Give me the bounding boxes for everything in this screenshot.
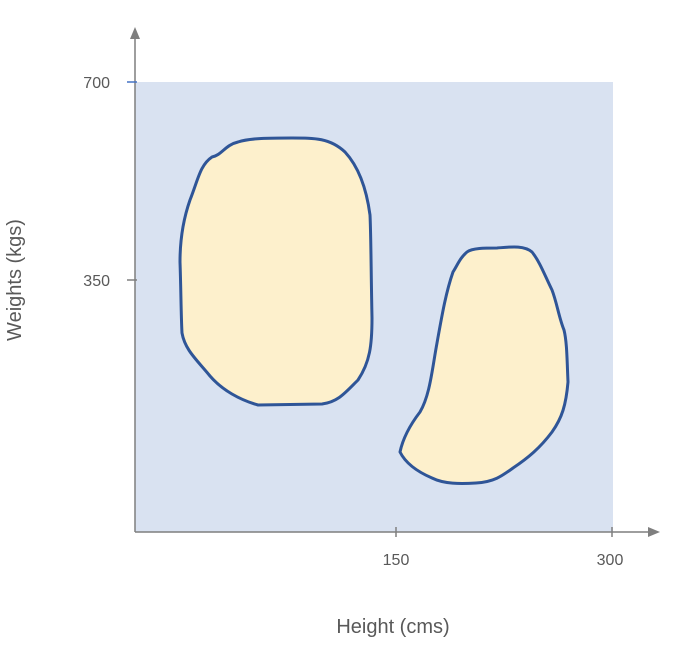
- x-tick-label-300: 300: [597, 552, 624, 569]
- region-right: [398, 245, 570, 485]
- region-left: [178, 136, 374, 407]
- x-axis-arrow: [648, 527, 660, 537]
- y-axis-title: Weights (kgs): [4, 219, 26, 341]
- y-axis-arrow: [130, 27, 140, 39]
- y-tick-label-350: 350: [83, 273, 110, 290]
- x-tick-label-150: 150: [383, 552, 410, 569]
- y-tick-label-700: 700: [83, 75, 110, 92]
- x-axis-title: Height (cms): [336, 616, 449, 638]
